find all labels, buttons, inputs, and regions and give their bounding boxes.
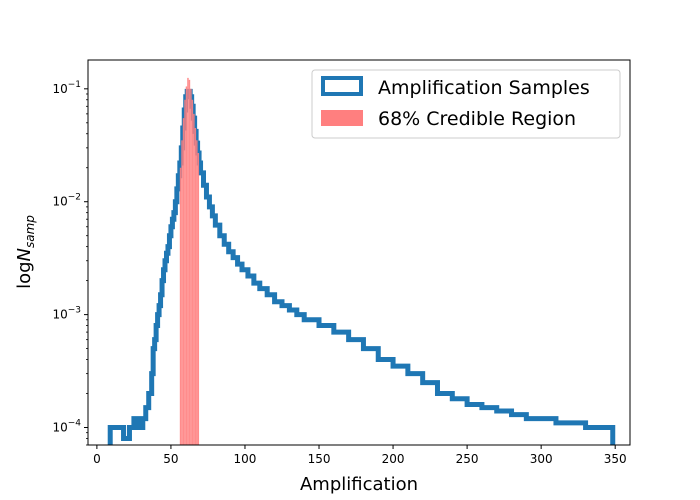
- axes-frame: [87, 59, 631, 446]
- credible-region-bar: [193, 113, 195, 445]
- credible-region-bar: [182, 118, 185, 445]
- credible-region-bar: [194, 127, 197, 445]
- credible-region-bar: [179, 167, 182, 445]
- credible-region-bar: [188, 79, 191, 446]
- x-tick-label: 250: [456, 452, 479, 466]
- y-tick-label: 10−3: [52, 306, 81, 322]
- x-axis-label: Amplification: [300, 474, 418, 495]
- legend-label-credible-region: 68% Credible Region: [378, 108, 576, 130]
- legend-swatch-samples: [321, 76, 363, 96]
- y-tick-label: 10−2: [52, 193, 81, 209]
- x-tick-label: 50: [163, 452, 178, 466]
- y-axis-ticks: 10−4 10−3 10−2 10−1: [52, 80, 88, 446]
- x-axis-ticks: 0 50 100 150 200 250 300 350: [93, 445, 627, 466]
- credible-region-bar: [185, 86, 188, 445]
- credible-region-bar: [187, 77, 189, 445]
- x-tick-label: 200: [382, 452, 405, 466]
- y-tick-label: 10−4: [52, 419, 81, 435]
- amplification-samples-series: [107, 88, 616, 445]
- credible-region-bar: [196, 140, 198, 446]
- samples-step-outline: [107, 88, 616, 445]
- credible-region-bar: [184, 99, 186, 446]
- credible-region-bar: [197, 153, 200, 445]
- credible-region-series: [179, 77, 200, 446]
- credible-region-bar: [191, 99, 194, 446]
- y-axis-label: logNsamp: [14, 215, 37, 289]
- x-tick-label: 300: [530, 452, 553, 466]
- legend-swatch-credible-region: [321, 110, 363, 126]
- x-tick-label: 350: [604, 452, 627, 466]
- credible-region-bar: [190, 88, 192, 446]
- credible-region-bar: [181, 140, 183, 446]
- legend: Amplification Samples 68% Credible Regio…: [311, 69, 621, 139]
- legend-box: [311, 69, 621, 139]
- legend-label-samples: Amplification Samples: [378, 77, 590, 99]
- x-tick-label: 0: [93, 452, 101, 466]
- x-tick-label: 100: [234, 452, 257, 466]
- x-tick-label: 150: [308, 452, 331, 466]
- y-tick-label: 10−1: [52, 80, 81, 96]
